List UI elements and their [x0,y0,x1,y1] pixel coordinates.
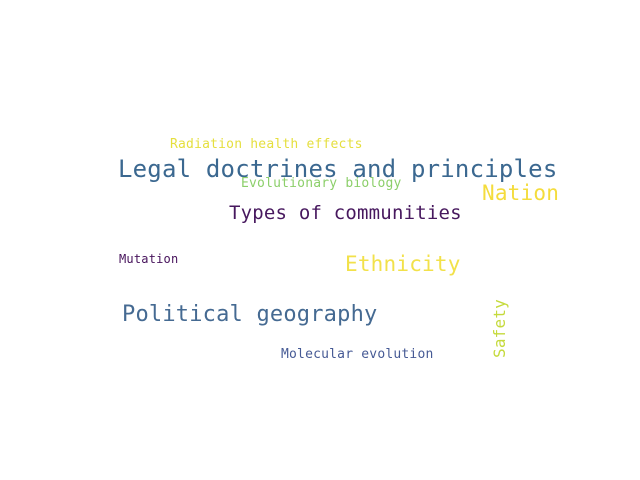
word-legal-doctrines-and-principles: Legal doctrines and principles [118,155,558,183]
word-radiation-health-effects: Radiation health effects [170,137,363,152]
word-ethnicity: Ethnicity [345,252,461,276]
word-molecular-evolution: Molecular evolution [281,347,434,362]
word-mutation: Mutation [119,252,179,266]
word-safety: Safety [490,299,509,358]
word-nation: Nation [482,181,560,205]
word-political-geography: Political geography [122,302,378,327]
word-types-of-communities: Types of communities [229,202,462,224]
word-evolutionary-biology: Evolutionary biology [241,176,402,191]
